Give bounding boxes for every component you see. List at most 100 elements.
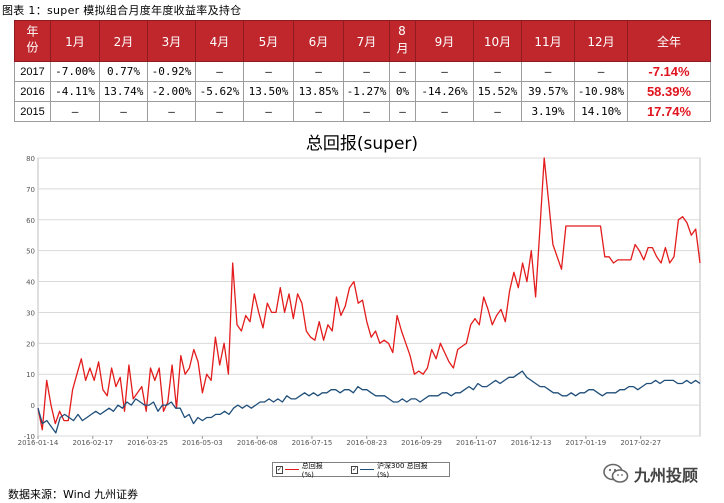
series-line-super bbox=[37, 157, 701, 431]
year-cell: 2016 bbox=[14, 81, 51, 102]
source-note: 数据来源：Wind 九州证券 bbox=[8, 488, 139, 501]
y-tick-label: -10 bbox=[24, 433, 35, 441]
month-return-cell: -10.98% bbox=[574, 81, 628, 102]
month-return-cell: – bbox=[293, 61, 344, 82]
year-cell: 2015 bbox=[14, 101, 51, 122]
y-tick-label: 30 bbox=[26, 309, 35, 317]
full-year-return-cell: 58.39% bbox=[627, 81, 711, 102]
x-tick-label: 2016-09-29 bbox=[401, 439, 442, 447]
y-tick-label: 10 bbox=[26, 371, 35, 379]
series-line-hs300 bbox=[37, 370, 701, 434]
table-header-row: 年份 1月 2月 3月 4月 5月 6月 7月 8月 9月 10月 11月 12月 全年 bbox=[14, 20, 711, 62]
header-month: 5月 bbox=[243, 20, 294, 62]
y-tick-label: 50 bbox=[26, 248, 35, 256]
x-tick-label: 2016-11-07 bbox=[456, 439, 497, 447]
month-return-cell: – bbox=[293, 101, 344, 122]
full-year-return-cell: -7.14% bbox=[627, 61, 711, 82]
header-full-year: 全年 bbox=[627, 20, 711, 62]
header-month: 12月 bbox=[574, 20, 628, 62]
month-return-cell: 3.19% bbox=[521, 101, 575, 122]
month-return-cell: 0% bbox=[389, 81, 416, 102]
month-return-cell: – bbox=[521, 61, 575, 82]
total-return-chart: -10 0 10 20 30 40 50 60 70 80 2016-01-14 2016-02-17… bbox=[18, 155, 701, 447]
brand-name: 九州投顾 bbox=[634, 466, 699, 485]
month-return-cell: 39.57% bbox=[521, 81, 575, 102]
checkbox-icon[interactable]: ✓ bbox=[276, 465, 284, 474]
legend-item-hs300[interactable]: ✓ 沪深300 总回报(%) bbox=[351, 461, 431, 479]
x-tick-label: 2017-02-27 bbox=[620, 439, 661, 447]
table-body: 2017 -7.00% 0.77% -0.92% – – – – – – – – – -7.14% 2016… bbox=[14, 61, 711, 122]
month-return-cell: – bbox=[389, 101, 416, 122]
month-return-cell: – bbox=[473, 101, 522, 122]
header-month: 8月 bbox=[389, 20, 416, 62]
monthly-returns-table: 年份 1月 2月 3月 4月 5月 6月 7月 8月 9月 10月 11月 12月 全年 2017 -7.0… bbox=[14, 20, 711, 122]
header-month: 7月 bbox=[343, 20, 390, 62]
legend-label-super: 总回报(%) bbox=[301, 461, 323, 479]
wechat-icon bbox=[603, 463, 629, 483]
month-return-cell: -4.11% bbox=[50, 81, 100, 102]
x-tick-label: 2017-01-19 bbox=[566, 439, 607, 447]
table-row: 2017 -7.00% 0.77% -0.92% – – – – – – – – – -7.14% bbox=[14, 61, 711, 82]
y-tick-label: 0 bbox=[31, 402, 35, 410]
month-return-cell: 0.77% bbox=[99, 61, 148, 82]
x-tick-label: 2016-03-25 bbox=[127, 439, 168, 447]
legend-swatch-super bbox=[285, 469, 299, 470]
x-tick-label: 2016-06-08 bbox=[237, 439, 278, 447]
month-return-cell: – bbox=[50, 101, 100, 122]
table-row: 2015– – – – – – – – – –3.19% 14.10% 17.74% bbox=[14, 101, 711, 122]
month-return-cell: – bbox=[343, 61, 390, 82]
month-return-cell: – bbox=[195, 61, 244, 82]
header-month: 2月 bbox=[99, 20, 148, 62]
month-return-cell: 13.74% bbox=[99, 81, 148, 102]
month-return-cell: -14.26% bbox=[415, 81, 474, 102]
full-year-return-cell: 17.74% bbox=[627, 101, 711, 122]
chart-title: 总回报(super) bbox=[305, 134, 419, 154]
month-return-cell: – bbox=[99, 101, 148, 122]
x-tick-label: 2016-02-17 bbox=[72, 439, 113, 447]
month-return-cell: 15.52% bbox=[473, 81, 522, 102]
month-return-cell: – bbox=[473, 61, 522, 82]
header-month: 3月 bbox=[147, 20, 196, 62]
chart-legend: ✓ 总回报(%) ✓ 沪深300 总回报(%) bbox=[272, 461, 450, 479]
brand-watermark: 九州投顾 bbox=[602, 462, 698, 486]
month-return-cell: -2.00% bbox=[147, 81, 196, 102]
checkbox-icon[interactable]: ✓ bbox=[351, 465, 359, 474]
month-return-cell: 14.10% bbox=[574, 101, 628, 122]
month-return-cell: – bbox=[343, 101, 390, 122]
header-month: 9月 bbox=[415, 20, 474, 62]
month-return-cell: – bbox=[147, 101, 196, 122]
month-return-cell: – bbox=[415, 61, 474, 82]
month-return-cell: 13.85% bbox=[293, 81, 344, 102]
month-return-cell: -5.62% bbox=[195, 81, 244, 102]
header-month: 1月 bbox=[50, 20, 100, 62]
month-return-cell: 13.50% bbox=[243, 81, 294, 102]
y-tick-label: 40 bbox=[26, 279, 35, 287]
legend-label-hs300: 沪深300 总回报(%) bbox=[377, 461, 428, 479]
legend-item-super[interactable]: ✓ 总回报(%) bbox=[276, 461, 330, 479]
x-tick-label: 2016-01-14 bbox=[18, 439, 59, 447]
month-return-cell: – bbox=[415, 101, 474, 122]
year-cell: 2017 bbox=[14, 61, 51, 82]
header-month: 6月 bbox=[293, 20, 344, 62]
figure-caption: 图表 1：super 模拟组合月度年度收益率及持仓 bbox=[2, 4, 242, 17]
x-tick-label: 2016-07-15 bbox=[292, 439, 333, 447]
x-tick-label: 2016-08-23 bbox=[346, 439, 387, 447]
month-return-cell: -1.27% bbox=[343, 81, 390, 102]
header-year: 年份 bbox=[14, 20, 51, 62]
table-row: 2016 -4.11% 13.74% -2.00% -5.62% 13.50% 13.85%… bbox=[14, 81, 711, 102]
x-tick-label: 2016-05-03 bbox=[182, 439, 223, 447]
y-tick-label: 70 bbox=[26, 186, 35, 194]
month-return-cell: – bbox=[389, 61, 416, 82]
month-return-cell: – bbox=[574, 61, 628, 82]
header-month: 11月 bbox=[521, 20, 575, 62]
y-tick-label: 60 bbox=[26, 217, 35, 225]
y-tick-label: 20 bbox=[26, 340, 35, 348]
month-return-cell: – bbox=[243, 61, 294, 82]
month-return-cell: -0.92% bbox=[147, 61, 196, 82]
x-tick-label: 2016-12-13 bbox=[511, 439, 552, 447]
legend-swatch-hs300 bbox=[360, 469, 375, 470]
month-return-cell: – bbox=[195, 101, 244, 122]
month-return-cell: – bbox=[243, 101, 294, 122]
header-month: 4月 bbox=[195, 20, 244, 62]
y-tick-label: 80 bbox=[26, 155, 35, 163]
